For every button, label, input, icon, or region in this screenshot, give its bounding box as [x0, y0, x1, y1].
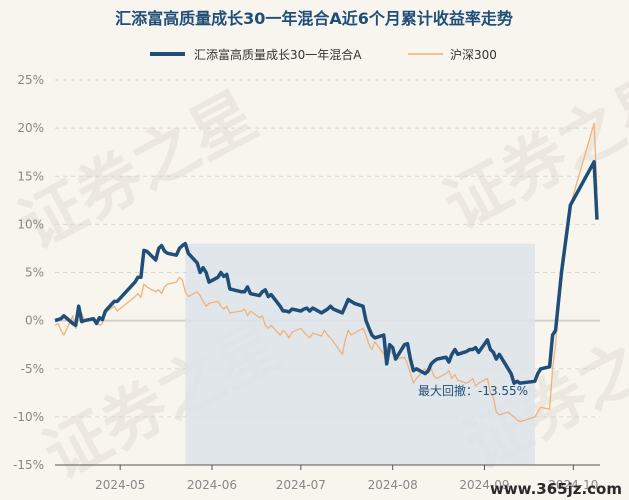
y-tick-label: 0%: [25, 314, 44, 328]
watermark-url: www.365jz.com: [490, 480, 622, 498]
y-tick-label: -15%: [13, 458, 44, 472]
x-tick-label: 2024-06: [187, 478, 237, 492]
watermark-text: 证券之星: [433, 59, 629, 245]
y-tick-label: 20%: [17, 121, 44, 135]
drawdown-area: [185, 243, 535, 465]
x-tick-label: 2024-05: [95, 478, 145, 492]
y-tick-label: 25%: [17, 73, 44, 87]
x-tick-label: 2024-09: [459, 478, 509, 492]
y-tick-label: -10%: [13, 410, 44, 424]
y-axis: 25% 20% 15% 10% 5% 0% -5% -10% -15%: [13, 73, 44, 472]
legend: 汇添富高质量成长30一年混合A 沪深300: [150, 47, 497, 62]
y-tick-label: 10%: [17, 217, 44, 231]
drawdown-rect: [185, 243, 535, 465]
plot-lines: [54, 122, 599, 423]
x-axis: 2024-05 2024-06 2024-07 2024-08 2024-09 2024-…: [55, 464, 600, 492]
legend-label-fund: 汇添富高质量成长30一年混合A: [194, 47, 362, 62]
chart-title: 汇添富高质量成长30一年混合A近6个月累计收益率走势: [115, 9, 513, 28]
x-tick-label: 2024-07: [276, 478, 326, 492]
legend-label-index: 沪深300: [450, 48, 497, 62]
series-line-index: [54, 122, 598, 423]
y-tick-label: 5%: [25, 266, 44, 280]
y-tick-label: 15%: [17, 169, 44, 183]
y-tick-label: -5%: [21, 362, 44, 376]
series-line-fund: [54, 160, 599, 385]
watermark-text: 证券之星: [8, 79, 269, 265]
x-tick-label: 2024-08: [368, 478, 418, 492]
drawdown-annotation: 最大回撤：-13.55%: [418, 383, 528, 398]
x-tick-label: 2024-10: [548, 478, 598, 492]
